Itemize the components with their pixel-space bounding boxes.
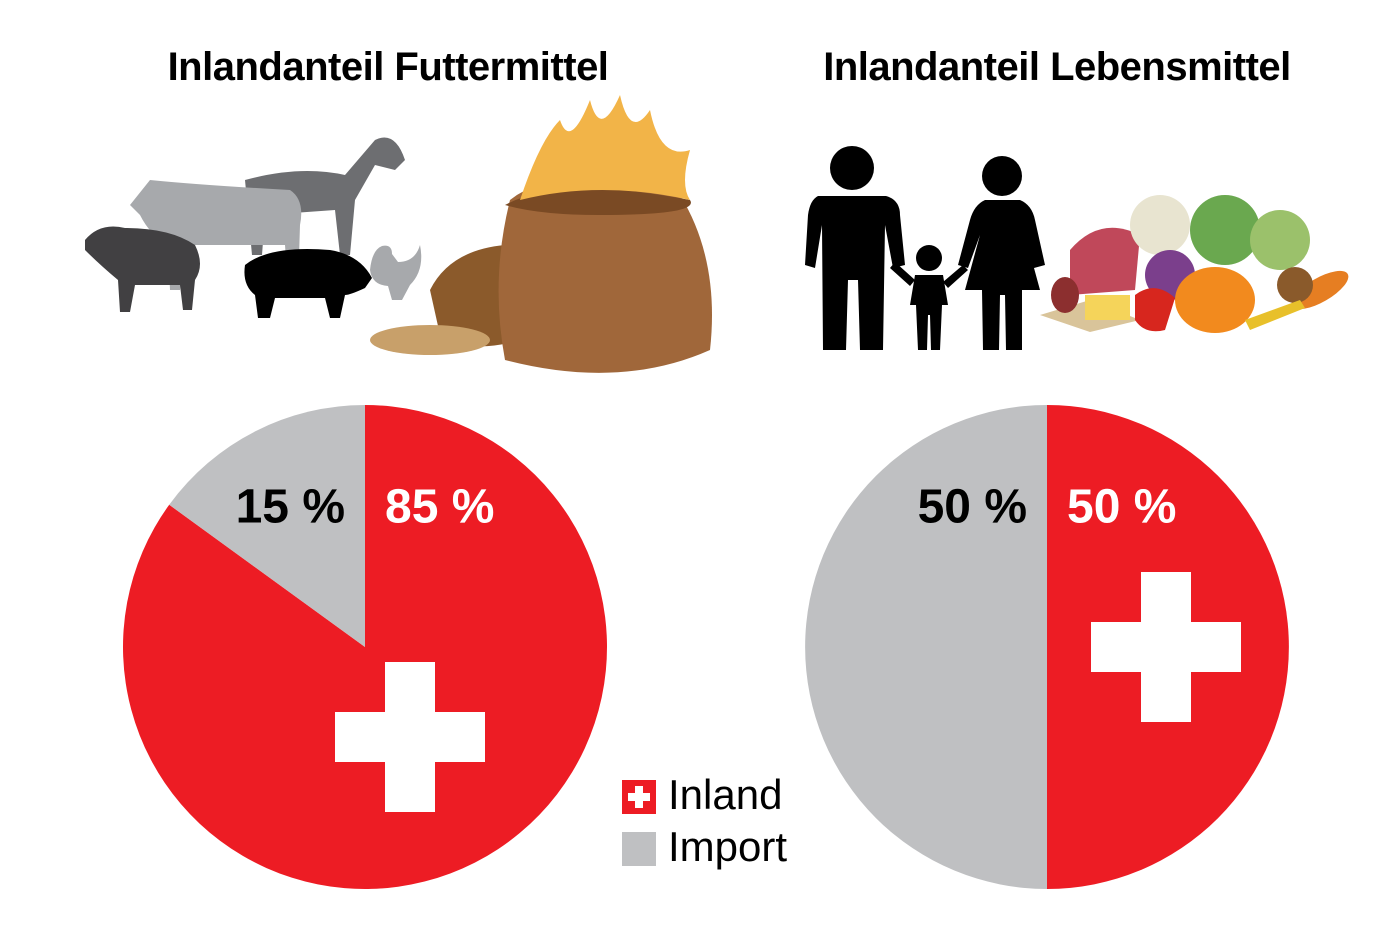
legend-label: Import <box>668 823 787 870</box>
pie-slice <box>169 405 365 647</box>
pie-slice <box>805 405 1047 889</box>
value-label: 50 % <box>1067 481 1176 534</box>
swiss-cross <box>1091 572 1241 722</box>
food-illustration <box>1040 195 1349 333</box>
chart-title: Inlandanteil Futtermittel <box>168 45 609 89</box>
value-label: 15 % <box>236 481 345 534</box>
value-label: 50 % <box>918 481 1027 534</box>
family-illustration <box>805 146 1045 350</box>
legend-swatch <box>622 832 656 866</box>
grain-illustration <box>370 95 712 373</box>
swiss-cross <box>335 662 485 812</box>
legend-label: Inland <box>668 771 782 818</box>
legend-cross <box>628 786 650 808</box>
animals-illustration <box>85 137 422 318</box>
pies: 85 % 15 % 50 % 50 % <box>122 405 1289 889</box>
chart-title: Inlandanteil Lebensmittel <box>823 45 1291 89</box>
value-label: 85 % <box>385 481 494 534</box>
legend: Inland Import <box>622 771 787 870</box>
